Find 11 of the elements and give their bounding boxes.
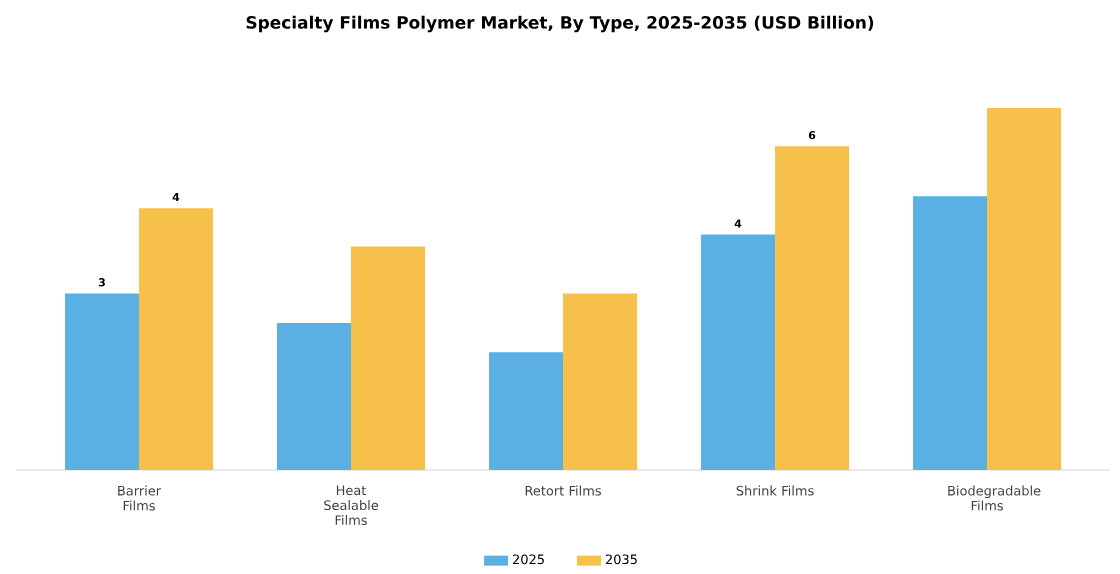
bar <box>987 107 1062 470</box>
bar <box>489 351 564 470</box>
bar <box>64 292 139 470</box>
chart-title: Specialty Films Polymer Market, By Type, 2025-2035 (USD Billion) <box>246 15 874 32</box>
bar <box>563 292 638 470</box>
bar <box>138 207 213 470</box>
bar <box>913 195 988 470</box>
bar <box>701 234 776 470</box>
bar <box>277 322 351 470</box>
bar <box>351 245 425 470</box>
bar <box>775 145 850 470</box>
